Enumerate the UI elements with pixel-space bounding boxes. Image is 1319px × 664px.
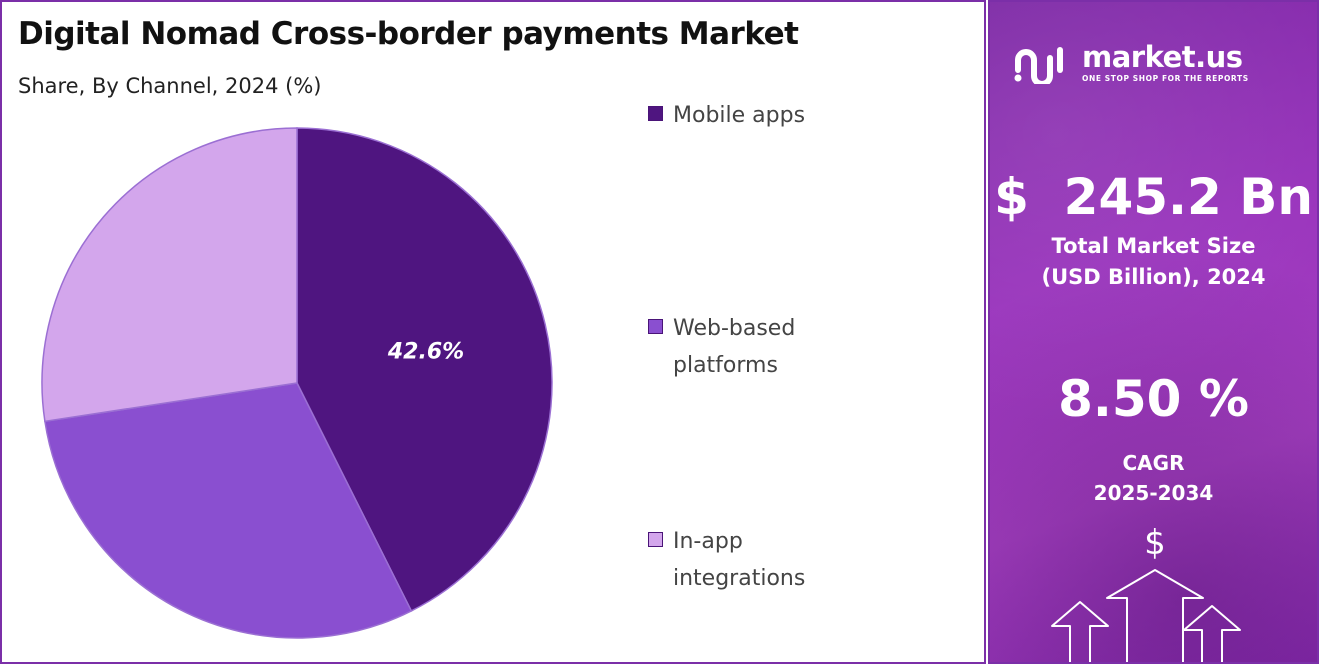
pie-chart: 42.6% (41, 127, 553, 639)
market-us-logo-icon (1014, 47, 1063, 84)
pie-slice-mobile-apps (296, 127, 553, 612)
pie-slice-in-app-integrations (41, 127, 298, 423)
brand-logo: market.us ONE STOP SHOP FOR THE REPORTS (1012, 40, 1249, 84)
legend-item-in-app-integrations: In-app integrations (648, 525, 843, 597)
slice-data-label: 42.6% (387, 339, 464, 364)
center-up-arrow-icon (1106, 569, 1204, 662)
market-size-label-line1: Total Market Size (1051, 234, 1256, 258)
brand-tagline: ONE STOP SHOP FOR THE REPORTS (1082, 73, 1249, 83)
legend-item-mobile-apps: Mobile apps (648, 99, 903, 134)
market-size-label-line2: (USD Billion), 2024 (1041, 265, 1266, 289)
right-up-arrow-icon (1183, 605, 1241, 662)
legend-item-web-based-platforms: Web-based platforms (648, 312, 843, 384)
dollar-sign-icon: $ (1144, 523, 1166, 563)
legend-label: Web-based platforms (673, 316, 796, 378)
cagr-label-line1: CAGR (1122, 451, 1185, 475)
legend-swatch (648, 106, 663, 121)
legend-swatch (648, 319, 663, 334)
chart-subtitle: Share, By Channel, 2024 (%) (18, 74, 322, 98)
legend-label: Mobile apps (673, 103, 806, 128)
brand-name: market.us (1082, 39, 1243, 74)
cagr-label: CAGR 2025-2034 (990, 448, 1317, 508)
chart-title: Digital Nomad Cross-border payments Mark… (18, 16, 799, 52)
legend-swatch (648, 532, 663, 547)
legend-label: In-app integrations (673, 529, 806, 591)
cagr-value: 8.50 % (1058, 370, 1249, 428)
sidebar-background (990, 2, 1317, 662)
cagr-label-line2: 2025-2034 (1093, 481, 1214, 505)
left-up-arrow-icon (1051, 601, 1109, 662)
market-size-label: Total Market Size (USD Billion), 2024 (990, 231, 1317, 293)
summary-sidebar: market.us ONE STOP SHOP FOR THE REPORTS … (988, 0, 1319, 664)
market-size-value: $ 245.2 Bn (994, 168, 1313, 226)
chart-panel: Digital Nomad Cross-border payments Mark… (0, 0, 986, 664)
growth-arrows-icon: $ (1051, 523, 1241, 662)
pie-slice-web-based-platforms (44, 382, 413, 639)
